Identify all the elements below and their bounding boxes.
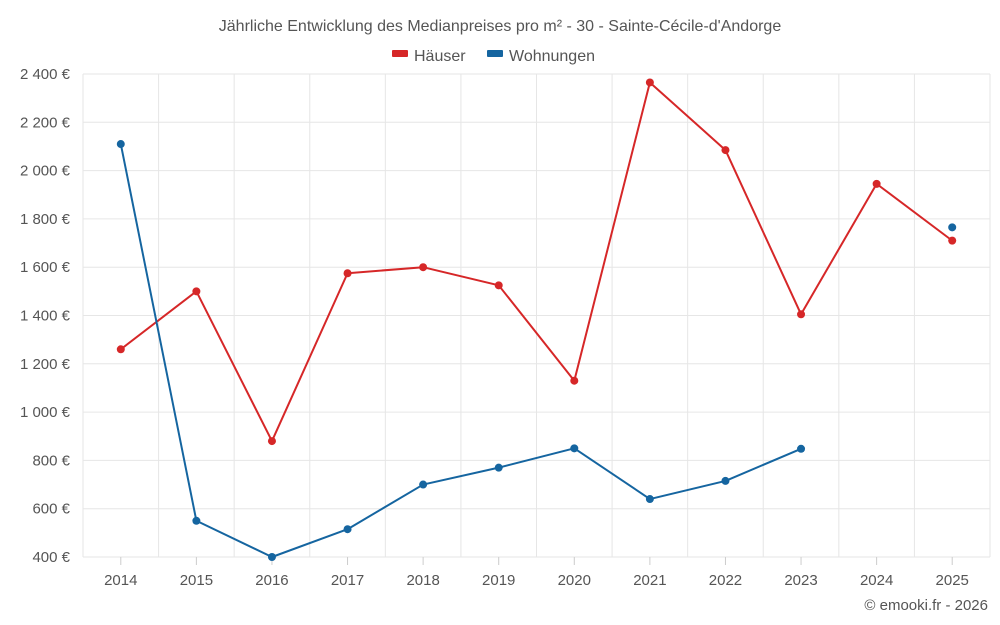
- data-point: [645, 78, 654, 87]
- x-tick-label: 2017: [331, 572, 364, 589]
- data-point: [192, 516, 201, 525]
- series-wohnungen: [116, 140, 957, 561]
- data-point: [494, 281, 503, 290]
- y-tick-label: 2 400 €: [20, 66, 71, 83]
- data-point: [570, 444, 579, 453]
- y-tick-label: 1 400 €: [20, 308, 71, 325]
- x-tick-label: 2014: [104, 572, 137, 589]
- y-axis: 400 € 600 € 800 € 1 000 € 1 200 € 1 400 € 1 60…: [20, 66, 71, 566]
- x-tick-label: 2025: [936, 572, 969, 589]
- x-tick-label: 2015: [180, 572, 213, 589]
- grid: [82, 73, 991, 558]
- data-point: [419, 480, 428, 489]
- x-tick-label: 2018: [406, 572, 439, 589]
- legend-item-haeuser[interactable]: Häuser: [392, 48, 466, 65]
- chart-title: Jährliche Entwicklung des Medianpreises …: [219, 18, 782, 35]
- legend[interactable]: Häuser Wohnungen: [392, 48, 595, 65]
- data-point: [192, 287, 201, 296]
- series-layer: [116, 78, 957, 561]
- credit-text: © emooki.fr - 2026: [864, 597, 988, 614]
- x-axis: 2014 2015 2016 2017 2018 2019 2020 2021 2022 2023…: [104, 557, 969, 589]
- data-point: [570, 376, 579, 385]
- legend-label: Häuser: [414, 48, 466, 65]
- data-point: [494, 463, 503, 472]
- data-point: [419, 263, 428, 272]
- data-point: [721, 476, 730, 485]
- data-point: [721, 146, 730, 155]
- data-point: [797, 444, 806, 453]
- x-tick-label: 2020: [558, 572, 591, 589]
- data-point: [267, 553, 276, 561]
- data-point: [267, 437, 276, 446]
- series-line: [120, 81, 953, 443]
- y-tick-label: 1 200 €: [20, 356, 71, 373]
- data-point: [645, 495, 654, 504]
- y-tick-label: 600 €: [32, 501, 70, 518]
- y-tick-label: 1 800 €: [20, 211, 71, 228]
- data-point: [948, 236, 957, 245]
- data-point: [343, 525, 352, 534]
- x-tick-label: 2016: [255, 572, 288, 589]
- legend-swatch: [392, 50, 408, 57]
- x-tick-label: 2022: [709, 572, 742, 589]
- x-tick-label: 2024: [860, 572, 893, 589]
- series-haeuser: [116, 78, 957, 446]
- y-tick-label: 2 200 €: [20, 114, 71, 131]
- data-point: [343, 269, 352, 278]
- legend-swatch: [487, 50, 503, 57]
- x-tick-label: 2019: [482, 572, 515, 589]
- y-tick-label: 1 000 €: [20, 404, 71, 421]
- data-point: [872, 179, 881, 188]
- y-tick-label: 1 600 €: [20, 259, 71, 276]
- x-tick-label: 2023: [784, 572, 817, 589]
- data-point: [948, 223, 957, 232]
- series-line: [119, 143, 802, 558]
- data-point: [116, 345, 125, 354]
- x-tick-label: 2021: [633, 572, 666, 589]
- y-tick-label: 2 000 €: [20, 163, 71, 180]
- legend-label: Wohnungen: [509, 48, 595, 65]
- data-point: [797, 310, 806, 319]
- legend-item-wohnungen[interactable]: Wohnungen: [487, 48, 595, 65]
- data-point: [116, 140, 125, 149]
- y-tick-label: 400 €: [32, 549, 70, 566]
- y-tick-label: 800 €: [32, 452, 70, 469]
